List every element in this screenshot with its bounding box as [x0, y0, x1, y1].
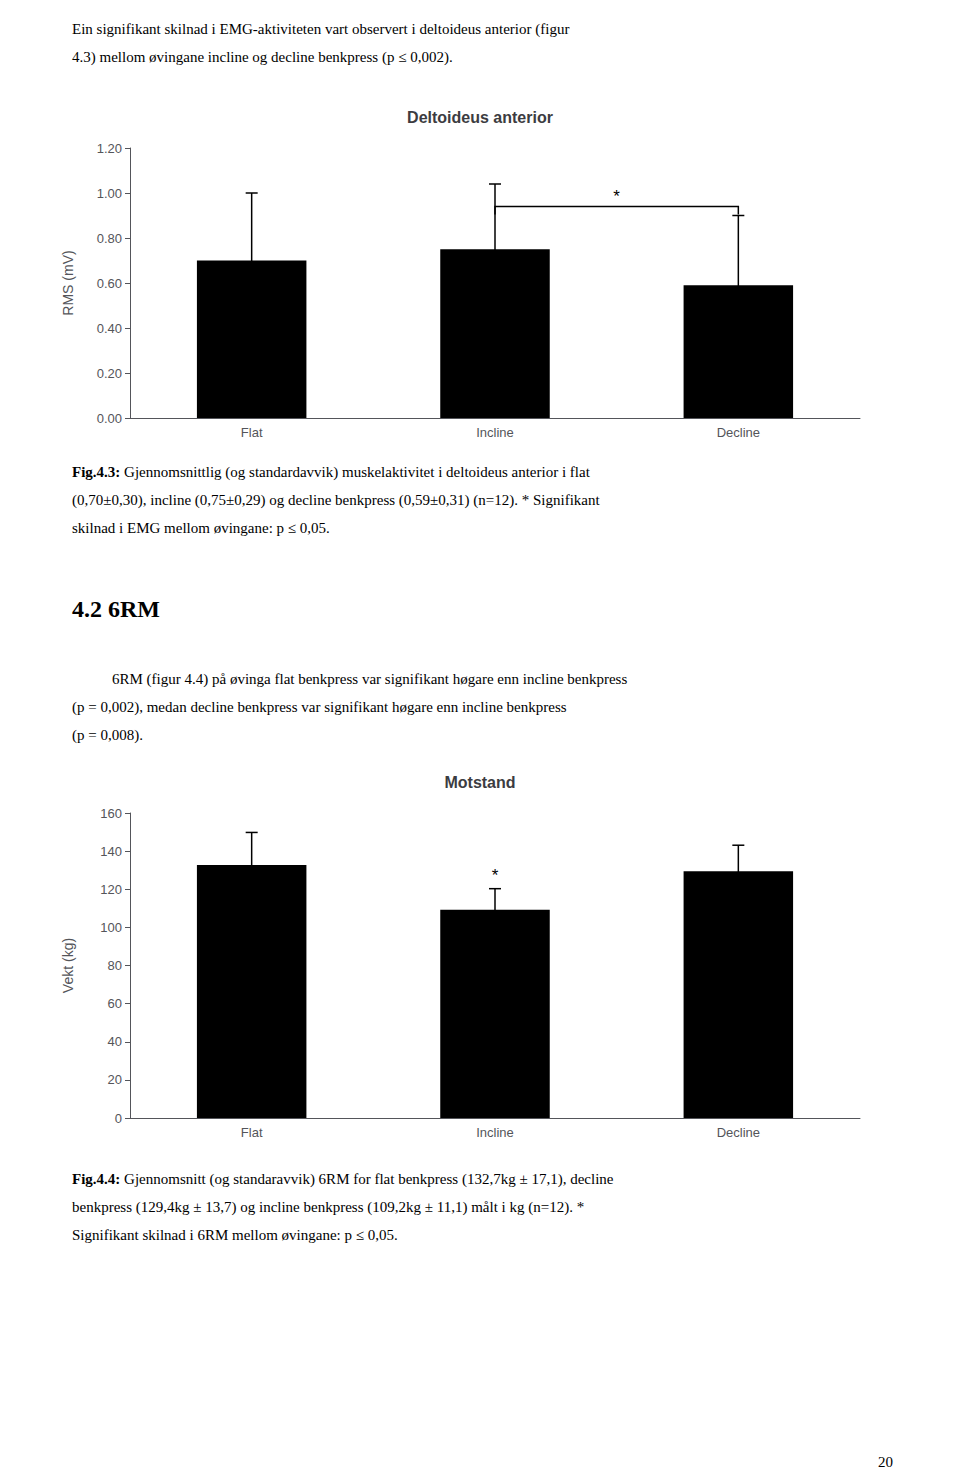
- svg-text:Incline: Incline: [476, 1125, 514, 1140]
- svg-text:Decline: Decline: [717, 1125, 760, 1140]
- html-text:20: 20: [878, 1454, 893, 1470]
- svg-text:0.60: 0.60: [97, 276, 122, 291]
- svg-text:1.00: 1.00: [97, 186, 122, 201]
- svg-text:60: 60: [108, 996, 122, 1011]
- svg-text:100: 100: [100, 920, 122, 935]
- html-text:6RM (figur 4.4) på øvinga flat: 6RM (figur 4.4) på øvinga flat benkpress…: [112, 671, 628, 687]
- svg-text:80: 80: [108, 958, 122, 973]
- html-text:Ein signifikant skilnad i EMG-: Ein signifikant skilnad i EMG-aktivitete…: [72, 21, 570, 37]
- svg-text:0.00: 0.00: [97, 411, 122, 426]
- html-text:Signifikant skilnad i 6RM mell: Signifikant skilnad i 6RM mellom øvingan…: [72, 1227, 398, 1243]
- svg-text:RMS (mV): RMS (mV): [60, 250, 76, 315]
- html-text:4.2 6RM: 4.2 6RM: [72, 596, 160, 622]
- svg-text:140: 140: [100, 844, 122, 859]
- svg-text:Flat: Flat: [241, 1125, 263, 1140]
- html-text:benkpress (129,4kg ± 13,7) og: benkpress (129,4kg ± 13,7) og incline be…: [72, 1199, 585, 1215]
- svg-text:0.40: 0.40: [97, 321, 122, 336]
- svg-text:Motstand: Motstand: [444, 774, 515, 791]
- html-text:Fig.4.3: Gjennomsnittlig (og s: Fig.4.3: Gjennomsnittlig (og standardavv…: [72, 464, 590, 480]
- html-text:(p = 0,008).: (p = 0,008).: [72, 727, 143, 743]
- svg-text:40: 40: [108, 1034, 122, 1049]
- svg-text:*: *: [492, 866, 499, 885]
- svg-text:0.20: 0.20: [97, 366, 122, 381]
- html-text:Fig.4.4: Gjennomsnitt (og stan: Fig.4.4: Gjennomsnitt (og standaravvik) …: [72, 1171, 614, 1187]
- svg-text:0.80: 0.80: [97, 231, 122, 246]
- html-text:(0,70±0,30), incline (0,75±0,2: (0,70±0,30), incline (0,75±0,29) og decl…: [72, 492, 600, 508]
- svg-text:160: 160: [100, 806, 122, 821]
- html-text:4.3) mellom øvingane incline o: 4.3) mellom øvingane incline og decline …: [72, 49, 453, 65]
- html-text:(p = 0,002), medan decline ben: (p = 0,002), medan decline benkpress var…: [72, 699, 567, 715]
- svg-text:Deltoideus anterior: Deltoideus anterior: [407, 109, 553, 126]
- svg-text:*: *: [613, 187, 620, 206]
- svg-text:Incline: Incline: [476, 425, 514, 440]
- svg-text:20: 20: [108, 1072, 122, 1087]
- html-text:skilnad i EMG mellom øvingane:: skilnad i EMG mellom øvingane: p ≤ 0,05.: [72, 520, 330, 536]
- svg-text:Vekt (kg): Vekt (kg): [60, 938, 76, 993]
- svg-text:120: 120: [100, 882, 122, 897]
- svg-text:1.20: 1.20: [97, 141, 122, 156]
- svg-text:Decline: Decline: [717, 425, 760, 440]
- svg-text:Flat: Flat: [241, 425, 263, 440]
- svg-text:0: 0: [115, 1111, 122, 1126]
